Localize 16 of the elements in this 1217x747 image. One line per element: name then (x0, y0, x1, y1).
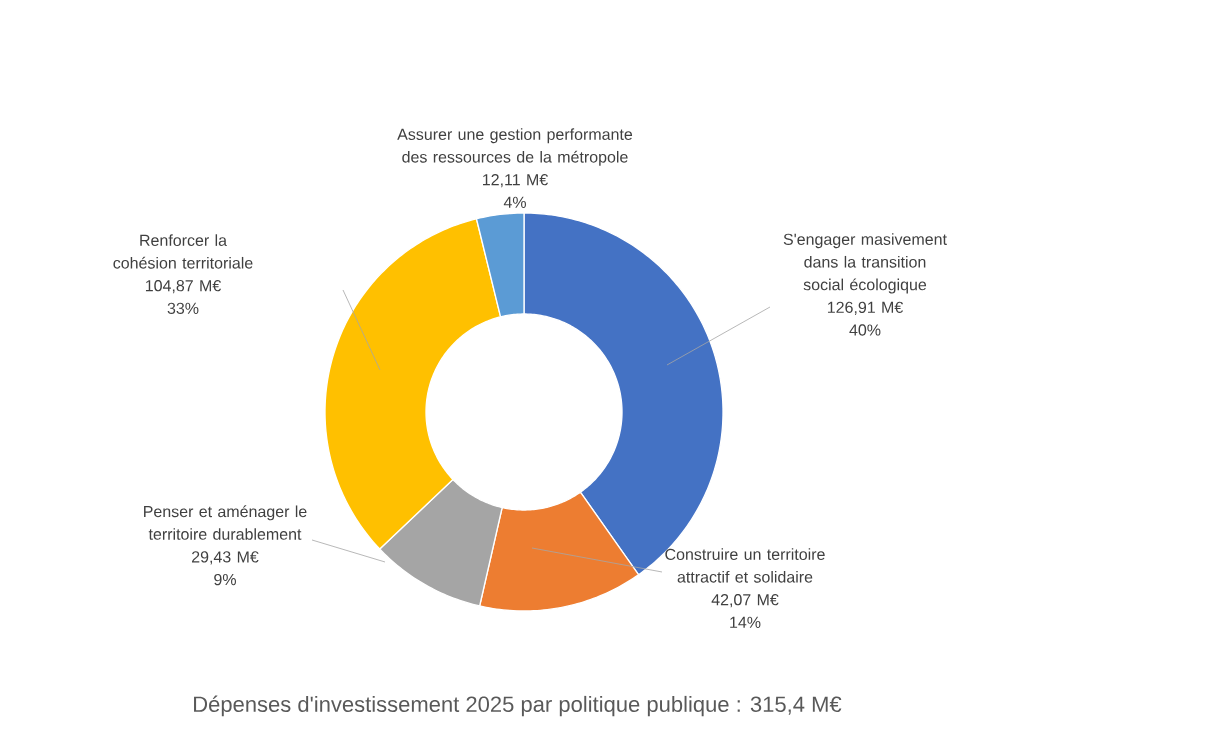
slice-label: Assurer une gestion performante des ressources de la métropole (397, 128, 633, 166)
text: 14% (730, 616, 761, 628)
slice-label: Penser et aménager le territoire durablement (144, 505, 307, 540)
slice-label: S'engager masivement dans la transition social écologique (783, 233, 947, 294)
data-label: 104,87 M€ (145, 280, 222, 294)
text: 4% (503, 196, 526, 208)
data-label: 42,07 M€ (711, 594, 779, 608)
text: 33% (167, 302, 199, 314)
text: 40% (849, 324, 881, 336)
data-label: 126,91 M€ (827, 301, 904, 315)
data-label: 12,11 M€ (483, 174, 548, 188)
slice-label: Construire un territoire attractif et solidaire (665, 548, 825, 583)
text: Dépenses d'investissement 2025 par politique publique : 315,4 M€ (194, 695, 842, 717)
text: 9% (214, 573, 236, 586)
slice-label: Renforcer la cohésion territoriale (113, 234, 253, 269)
data-label: 29,43 M€ (192, 551, 259, 565)
